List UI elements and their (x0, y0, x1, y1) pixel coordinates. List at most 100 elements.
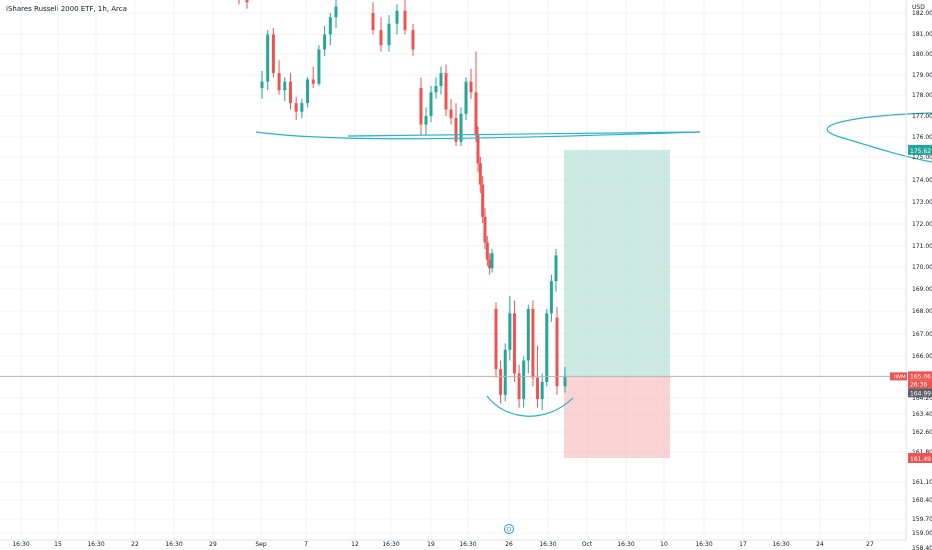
candle-body (469, 81, 473, 93)
last-price-label: 165.06 (910, 373, 931, 380)
candle (490, 248, 494, 273)
candle-body (271, 34, 275, 74)
candle (395, 4, 399, 35)
candle (283, 77, 287, 101)
candle (540, 373, 544, 410)
y-tick-label: 162.60 (912, 429, 932, 436)
x-tick-label: 22 (131, 541, 139, 548)
candle-body (481, 184, 485, 217)
candle (469, 68, 473, 99)
dividend-event-marker[interactable]: D (504, 524, 514, 534)
candle-body (517, 373, 521, 400)
x-tick-label: 19 (427, 541, 435, 548)
y-tick-label: 164.20 (912, 395, 932, 402)
candle-body (283, 81, 287, 91)
candle (371, 2, 375, 35)
candle-body (387, 23, 391, 46)
stop-loss-zone[interactable] (564, 376, 670, 458)
trendline-drawings (255, 112, 932, 417)
event-marker-circle (504, 524, 514, 534)
candle (481, 176, 485, 224)
candle-body (512, 313, 516, 374)
x-tick-label: 26 (505, 541, 513, 548)
candle (526, 304, 530, 374)
candle-body (545, 313, 549, 382)
stop-price-label: 161.49 (910, 456, 931, 463)
candle-body (503, 349, 507, 395)
candle-body (300, 103, 304, 112)
candle-body (563, 376, 567, 387)
y-tick-label: 160.40 (912, 497, 932, 504)
prev-close-label: 164.99 (910, 390, 931, 397)
grid (0, 0, 906, 549)
candle (549, 274, 553, 322)
y-tick-label: 173.00 (912, 199, 932, 206)
y-tick-label: 166.00 (912, 353, 932, 360)
y-tick-label: 159.00 (912, 530, 932, 537)
candle-body (555, 317, 559, 387)
candle-body (478, 163, 482, 185)
stop-price-label-bg (908, 453, 932, 463)
y-tick-label: 178.00 (912, 92, 932, 99)
candle-body (328, 17, 332, 35)
x-tick-label: 16:30 (695, 541, 712, 548)
last-price-label-bg (908, 371, 932, 381)
candle (503, 343, 507, 402)
candle-body (419, 88, 423, 125)
x-tick-label: 16:30 (165, 541, 182, 548)
candle (517, 364, 521, 408)
candle-body (277, 73, 281, 91)
y-tick-label: 180.00 (912, 51, 932, 58)
candle-body (459, 113, 463, 142)
y-tick-label: 176.00 (912, 134, 932, 141)
candles (237, 0, 567, 410)
candle (545, 309, 549, 387)
candle (459, 107, 463, 146)
candle (512, 300, 516, 382)
candle (271, 28, 275, 78)
y-tick-label: 163.40 (912, 411, 932, 418)
x-tick-label: 16:30 (382, 541, 399, 548)
candle (554, 248, 558, 292)
candle (474, 51, 478, 142)
y-tick-label: 177.00 (912, 113, 932, 120)
curved-line (826, 112, 932, 163)
support-horizontal-line (347, 131, 701, 137)
countdown-label: 26:36 (910, 381, 927, 388)
candle (464, 77, 468, 121)
y-tick-label: 182.00 (912, 10, 932, 17)
candle-body (311, 79, 315, 84)
candle-body (508, 313, 512, 350)
take-profit-zone[interactable] (564, 149, 670, 377)
symbol-tag: IWM (894, 374, 906, 380)
x-tick-label: 16:30 (459, 541, 476, 548)
candle-body (444, 73, 448, 110)
y-tick-label: 161.80 (912, 449, 932, 456)
candle (403, 0, 407, 35)
candle (419, 77, 423, 136)
y-tick-label: 172.00 (912, 221, 932, 228)
x-tick-label: 12 (351, 541, 359, 548)
candle-body (379, 30, 383, 46)
candle-body (499, 369, 503, 395)
candle (300, 98, 304, 119)
candle (429, 85, 433, 123)
symbol-tag-bg (890, 372, 907, 381)
candle-body (395, 10, 399, 24)
candle-body (494, 309, 498, 370)
candle (245, 0, 249, 9)
candle (454, 103, 458, 146)
y-tick-label: 175.00 (912, 154, 932, 161)
candle (485, 236, 489, 267)
candle-body (403, 10, 407, 31)
y-tick-label: 181.00 (912, 31, 932, 38)
y-tick-label: 168.00 (912, 308, 932, 315)
candle (387, 15, 391, 52)
x-tick-label: 7 (304, 541, 308, 548)
candle-body (245, 0, 249, 3)
candle (328, 13, 332, 46)
y-tick-label: 161.10 (912, 479, 932, 486)
candle (288, 73, 292, 110)
x-tick-label: 15 (54, 541, 62, 548)
